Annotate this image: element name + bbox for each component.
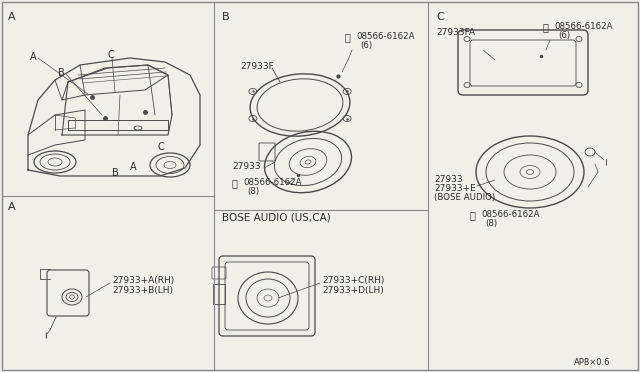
Text: C: C xyxy=(436,12,444,22)
Text: (8): (8) xyxy=(247,187,259,196)
Bar xyxy=(213,284,225,304)
Text: 27933F: 27933F xyxy=(240,62,274,71)
Text: 27933FA: 27933FA xyxy=(436,28,475,37)
Text: Ⓢ: Ⓢ xyxy=(232,178,238,188)
Text: A: A xyxy=(8,202,15,212)
Text: BOSE AUDIO (US,CA): BOSE AUDIO (US,CA) xyxy=(222,212,331,222)
Text: (6): (6) xyxy=(558,31,570,40)
Text: A: A xyxy=(30,52,36,62)
Text: 27933+C(RH): 27933+C(RH) xyxy=(322,276,385,285)
Text: 08566-6162A: 08566-6162A xyxy=(243,178,301,187)
Text: 27933: 27933 xyxy=(232,162,260,171)
Text: AP8×0.6: AP8×0.6 xyxy=(574,358,611,367)
Text: 08566-6162A: 08566-6162A xyxy=(356,32,415,41)
Text: 27933+A(RH): 27933+A(RH) xyxy=(112,276,174,285)
Text: B: B xyxy=(58,68,65,78)
Text: A: A xyxy=(8,12,15,22)
Text: A: A xyxy=(130,162,136,172)
Text: C: C xyxy=(158,142,164,152)
Text: (BOSE AUDIO): (BOSE AUDIO) xyxy=(434,193,495,202)
Text: Ⓢ: Ⓢ xyxy=(345,32,351,42)
Text: 27933+B(LH): 27933+B(LH) xyxy=(112,286,173,295)
Text: (8): (8) xyxy=(485,219,497,228)
Text: B: B xyxy=(112,168,119,178)
Text: 27933+E: 27933+E xyxy=(434,184,476,193)
Text: 08566-6162A: 08566-6162A xyxy=(481,210,540,219)
Text: 27933+D(LH): 27933+D(LH) xyxy=(322,286,384,295)
Text: 08566-6162A: 08566-6162A xyxy=(554,22,612,31)
Text: Ⓢ: Ⓢ xyxy=(470,210,476,220)
Text: B: B xyxy=(222,12,230,22)
Text: C: C xyxy=(108,50,115,60)
Text: Ⓢ: Ⓢ xyxy=(543,22,549,32)
Text: 27933: 27933 xyxy=(434,175,463,184)
Text: (6): (6) xyxy=(360,41,372,50)
